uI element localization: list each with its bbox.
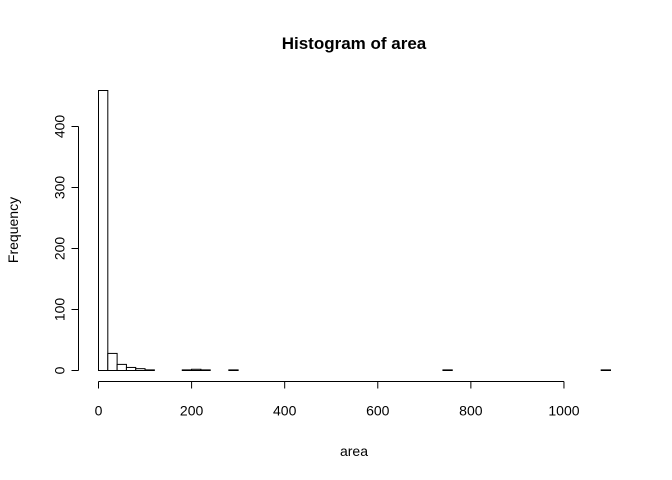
y-tick-label: 300 (52, 176, 68, 200)
y-axis-label: Frequency (5, 197, 21, 263)
histogram-bar (228, 369, 239, 372)
histogram-bar (116, 363, 127, 371)
x-tick-label: 1000 (548, 403, 579, 419)
histogram-bar (125, 366, 137, 372)
histogram-bars (98, 90, 612, 372)
histogram-bar (191, 368, 202, 371)
histogram-bar (98, 90, 109, 371)
histogram-bar (135, 368, 146, 372)
histogram-bar (200, 369, 211, 372)
y-axis: 0 100 200 300 400 (52, 115, 79, 374)
x-axis-label: area (340, 443, 368, 459)
chart-title: Histogram of area (282, 34, 427, 53)
histogram-bar (107, 352, 118, 372)
x-axis: 0 200 400 600 800 1000 (95, 381, 580, 419)
x-tick-label: 600 (366, 403, 390, 419)
y-tick-label: 100 (52, 298, 68, 322)
x-tick-label: 200 (180, 403, 204, 419)
y-tick-label: 200 (52, 237, 68, 261)
x-tick-label: 0 (95, 403, 103, 419)
histogram-bar (442, 369, 453, 372)
histogram-bar (181, 369, 193, 372)
y-tick-label: 0 (52, 366, 68, 374)
histogram-bar (600, 369, 612, 372)
x-tick-label: 800 (459, 403, 483, 419)
histogram-bar (144, 369, 155, 372)
y-tick-label: 400 (52, 115, 68, 139)
x-tick-label: 400 (273, 403, 297, 419)
